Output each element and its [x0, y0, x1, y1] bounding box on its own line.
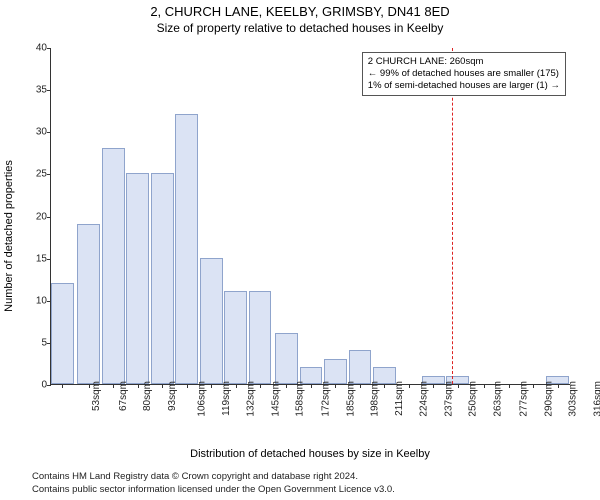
y-tick: 25 — [19, 169, 47, 180]
histogram-bar — [151, 173, 174, 384]
y-tick: 10 — [19, 295, 47, 306]
y-tick: 15 — [19, 253, 47, 264]
y-tick: 5 — [19, 337, 47, 348]
plot-inner: 051015202530354053sqm67sqm80sqm93sqm106s… — [50, 48, 570, 385]
x-tick: 106sqm — [197, 381, 208, 417]
x-tick: 263sqm — [492, 381, 503, 417]
x-tick: 172sqm — [321, 381, 332, 417]
x-tick: 290sqm — [543, 381, 554, 417]
footer-line-2: Contains public sector information licen… — [32, 484, 590, 496]
y-tick: 35 — [19, 85, 47, 96]
histogram-bar — [102, 148, 125, 384]
reference-line — [452, 48, 453, 384]
x-axis-label: Distribution of detached houses by size … — [50, 448, 570, 460]
chart-footer: Contains HM Land Registry data © Crown c… — [32, 471, 590, 496]
chart-title: 2, CHURCH LANE, KEELBY, GRIMSBY, DN41 8E… — [0, 0, 600, 19]
x-tick: 145sqm — [270, 381, 281, 417]
histogram-bar — [275, 333, 298, 384]
histogram-bar — [51, 283, 74, 384]
footer-line-1: Contains HM Land Registry data © Crown c… — [32, 471, 590, 483]
x-tick: 93sqm — [167, 381, 178, 411]
x-tick: 316sqm — [592, 381, 600, 417]
x-tick: 211sqm — [394, 381, 405, 416]
x-tick: 250sqm — [468, 381, 479, 417]
y-tick: 40 — [19, 43, 47, 54]
x-tick: 277sqm — [519, 381, 530, 417]
x-tick: 132sqm — [246, 381, 257, 417]
x-tick: 67sqm — [118, 381, 129, 411]
y-tick: 30 — [19, 127, 47, 138]
x-tick: 119sqm — [221, 381, 232, 416]
histogram-bar — [200, 258, 223, 384]
y-tick: 20 — [19, 211, 47, 222]
y-axis-label: Number of detached properties — [2, 0, 16, 472]
histogram-bar — [249, 291, 272, 384]
annotation-line: ← 99% of detached houses are smaller (17… — [368, 68, 560, 80]
histogram-bar — [175, 114, 198, 384]
x-tick: 53sqm — [91, 381, 102, 411]
histogram-bar — [77, 224, 100, 384]
chart-container: 2, CHURCH LANE, KEELBY, GRIMSBY, DN41 8E… — [0, 0, 600, 500]
plot-area: 051015202530354053sqm67sqm80sqm93sqm106s… — [50, 48, 570, 413]
x-tick: 185sqm — [346, 381, 357, 417]
x-tick: 80sqm — [142, 381, 153, 411]
chart-subtitle: Size of property relative to detached ho… — [0, 19, 600, 35]
histogram-bar — [349, 350, 372, 384]
x-tick: 303sqm — [568, 381, 579, 417]
annotation-line: 2 CHURCH LANE: 260sqm — [368, 56, 560, 68]
annotation-box: 2 CHURCH LANE: 260sqm← 99% of detached h… — [362, 52, 566, 96]
annotation-line: 1% of semi-detached houses are larger (1… — [368, 80, 560, 92]
x-tick: 158sqm — [295, 381, 306, 417]
x-tick: 224sqm — [419, 381, 430, 417]
histogram-bar — [126, 173, 149, 384]
histogram-bar — [224, 291, 247, 384]
x-tick: 198sqm — [370, 381, 381, 417]
y-tick: 0 — [19, 380, 47, 391]
x-tick: 237sqm — [443, 381, 454, 417]
